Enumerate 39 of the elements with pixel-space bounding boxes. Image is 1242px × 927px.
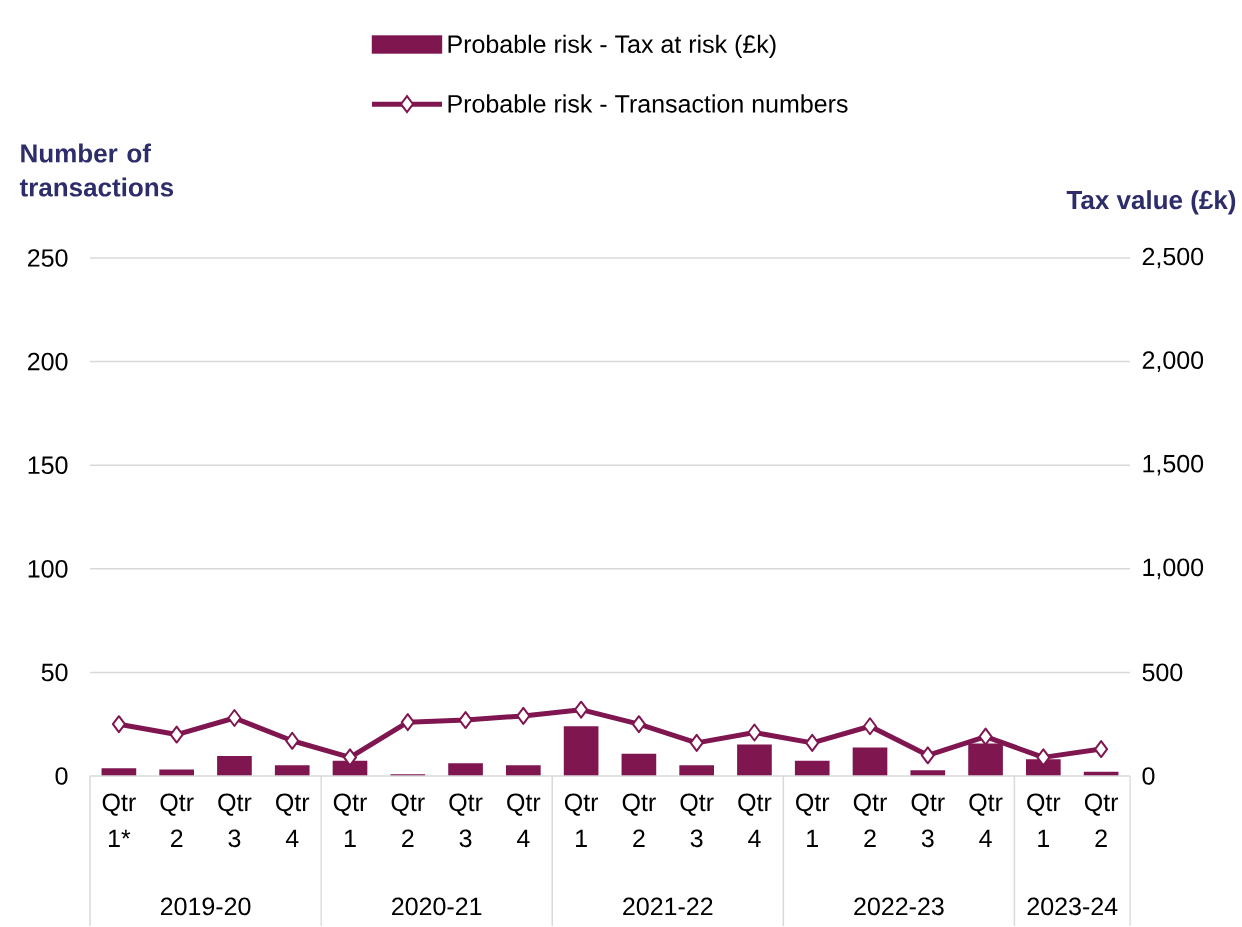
- x-tick-label: Qtr 2: [622, 793, 656, 848]
- x-tick-label: Qtr 1: [333, 793, 367, 848]
- y2-tick-label: 1,000: [1143, 558, 1204, 580]
- text: 2022-23: [854, 897, 944, 916]
- y2-tick-label: 1,500: [1143, 454, 1204, 476]
- text: 2020-21: [392, 897, 482, 916]
- y-tick-label: 100: [28, 560, 68, 578]
- y-tick-label: 0: [55, 767, 68, 785]
- y2-tick-label: 500: [1142, 663, 1183, 682]
- y2-axis-title: Tax value (£k): [1066, 190, 1236, 215]
- y2-tick-label: 2,500: [1142, 247, 1204, 269]
- x-tick-label: Qtr 1*: [102, 793, 136, 848]
- x-tick-label: Qtr 3: [449, 793, 483, 848]
- x-tick-label: Qtr 4: [738, 793, 772, 848]
- x-tick-label: Qtr 4: [507, 793, 541, 848]
- x-tick-label: Qtr 2: [853, 793, 887, 848]
- y-tick-label: 50: [41, 663, 68, 682]
- y-tick-label: 150: [28, 456, 68, 475]
- x-tick-label: Qtr 2: [391, 793, 425, 848]
- y-tick-label: 250: [28, 249, 68, 267]
- text: 2019-20: [160, 897, 251, 916]
- x-tick-label: Qtr 3: [680, 793, 714, 848]
- y-axis-title: Number of transactions: [19, 143, 174, 197]
- x-tick-label: Qtr 3: [218, 793, 252, 848]
- x-tick-label: Qtr 1: [564, 793, 599, 848]
- y2-tick-label: 0: [1142, 767, 1155, 785]
- x-tick-label: Qtr 4: [969, 793, 1003, 848]
- x-tick-label: Qtr 1: [1027, 793, 1061, 848]
- text: 2023-24: [1027, 897, 1118, 916]
- y-tick-label: 200: [28, 352, 68, 371]
- x-tick-label: Qtr 2: [1084, 793, 1119, 848]
- legend-label: Probable risk - Transaction numbers: [448, 94, 848, 113]
- legend-label: Probable risk - Tax at risk (£k): [448, 34, 776, 59]
- y2-tick-label: 2,000: [1142, 351, 1204, 373]
- x-tick-label: Qtr 1: [796, 793, 830, 848]
- x-tick-label: Qtr 2: [160, 793, 194, 848]
- x-tick-label: Qtr 4: [276, 793, 310, 848]
- text: 2021-22: [623, 897, 713, 916]
- x-tick-label: Qtr 3: [911, 793, 945, 848]
